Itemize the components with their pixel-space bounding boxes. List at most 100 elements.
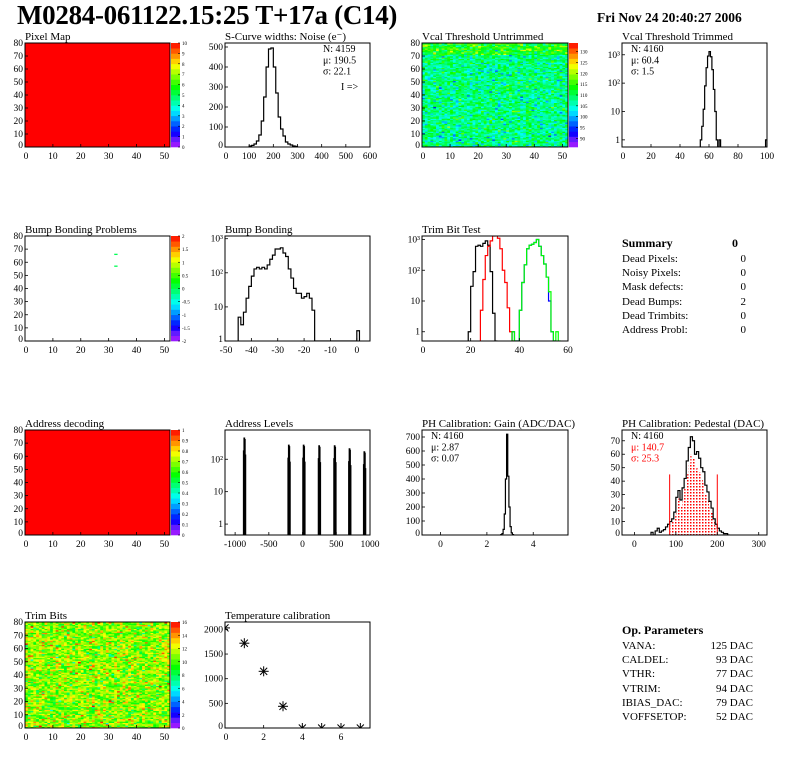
heatmap-cell (497, 58, 501, 61)
heatmap-cell (430, 45, 434, 48)
heatmap-cell (495, 104, 499, 106)
heatmap-cell (520, 118, 524, 120)
heatmap-cell (503, 130, 507, 132)
heatmap-cell (542, 118, 546, 120)
heatmap-cell (486, 45, 490, 48)
heatmap-cell (455, 48, 459, 50)
heatmap-cell (466, 126, 471, 128)
heatmap-cell (528, 124, 532, 127)
heatmap-cell (489, 79, 493, 81)
heatmap-cell (480, 144, 485, 146)
heatmap-cell (433, 44, 437, 46)
heatmap-cell (534, 88, 538, 91)
heatmap-cell (497, 144, 501, 146)
heatmap-cell (455, 95, 459, 97)
heatmap-cell (433, 46, 437, 49)
heatmap-cell (489, 63, 493, 66)
plot-area (467, 236, 561, 341)
heatmap-cell (559, 53, 563, 55)
heatmap-cell (458, 91, 462, 93)
heatmap-cell (500, 132, 504, 135)
heatmap-cell (422, 66, 426, 68)
heatmap-cell (469, 53, 473, 55)
heatmap-cell (506, 110, 510, 113)
heatmap-cell (553, 95, 558, 97)
heatmap-cell (545, 102, 549, 105)
y-tick-label: 50 (14, 271, 24, 281)
heatmap-cell (553, 100, 558, 102)
heatmap-cell (424, 92, 428, 94)
heatmap-cell (444, 134, 448, 136)
heatmap-cell (461, 121, 465, 123)
heatmap-cell (438, 101, 442, 104)
heatmap-cell (466, 54, 471, 57)
heatmap-cell (539, 124, 544, 127)
heatmap-cell (472, 96, 476, 98)
heatmap-cell (528, 54, 532, 57)
heatmap-cell (441, 135, 445, 137)
heatmap-cell (537, 124, 541, 127)
heatmap-cell (25, 668, 29, 671)
heatmap-cell (427, 123, 431, 126)
heatmap-cell (475, 44, 479, 46)
x-tick-label: 100 (242, 152, 257, 162)
heatmap-cell (441, 83, 445, 85)
heatmap-cell (500, 59, 504, 62)
heatmap-cell (523, 53, 527, 55)
heatmap-cell (565, 80, 568, 83)
heatmap-cell (514, 111, 518, 114)
y-tick-label: 80 (14, 426, 24, 436)
heatmap-cell (537, 98, 541, 101)
heatmap-cell (452, 53, 456, 55)
heatmap-cell (478, 58, 482, 61)
heatmap-cell (458, 140, 462, 143)
heatmap-cell (486, 124, 490, 127)
heatmap-cell (469, 67, 473, 70)
heatmap-cell (433, 117, 437, 119)
heatmap-cell (537, 59, 541, 62)
heatmap-cell (500, 92, 504, 94)
heatmap-cell (523, 58, 527, 61)
heatmap-cell (542, 106, 546, 109)
heatmap-cell (548, 75, 552, 78)
heatmap-cell (464, 49, 468, 52)
heatmap-cell (509, 82, 513, 84)
heatmap-cell (469, 124, 473, 127)
heatmap-cell (497, 117, 501, 119)
heatmap-cell (466, 80, 471, 83)
heatmap-cell (447, 101, 451, 104)
heatmap-cell (495, 45, 499, 48)
colorbar-segment (171, 100, 180, 106)
colorbar-segment (569, 79, 578, 85)
heatmap-cell (511, 80, 515, 83)
heatmap-cell (517, 54, 521, 57)
heatmap-cell (452, 124, 456, 127)
y-tick-label: 20 (14, 117, 24, 127)
heatmap-cell (489, 65, 493, 67)
heatmap-cell (469, 100, 473, 102)
heatmap-cell (472, 76, 476, 79)
heatmap-cell (509, 97, 513, 100)
heatmap-cell (430, 50, 434, 53)
y-tick-label: 10 (611, 107, 621, 117)
heatmap-cell (553, 105, 558, 107)
heatmap-cell (424, 136, 428, 139)
heatmap-cell (539, 58, 544, 61)
heatmap-cell (438, 104, 442, 106)
heatmap-cell (537, 118, 541, 120)
heatmap-cell (495, 50, 499, 53)
stats-line: I => (341, 82, 358, 93)
heatmap-cell (545, 139, 549, 141)
heatmap-cell (520, 48, 524, 50)
heatmap-cell (436, 82, 440, 84)
heatmap-cell (542, 66, 546, 68)
heatmap-cell (520, 62, 524, 65)
heatmap-cell (436, 83, 440, 85)
heatmap-cell (461, 106, 465, 109)
heatmap-cell (447, 83, 451, 85)
heatmap-cell (433, 53, 437, 55)
heatmap-cell (427, 140, 431, 143)
heatmap-cell (427, 124, 431, 127)
heatmap-cell (427, 106, 431, 109)
heatmap-cell (553, 115, 558, 118)
